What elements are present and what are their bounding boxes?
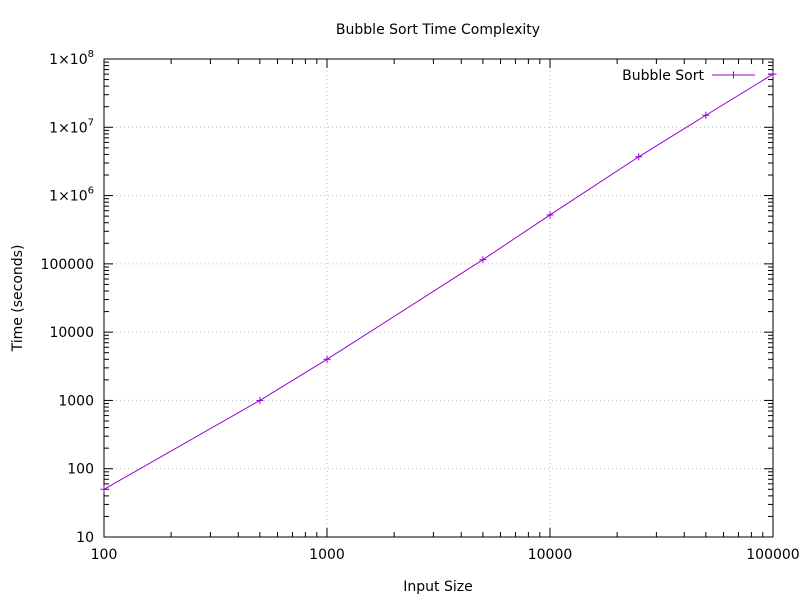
data-point xyxy=(635,153,643,161)
y-tick-label: 10000 xyxy=(49,325,94,341)
data-point xyxy=(256,396,264,404)
x-tick-label: 10000 xyxy=(528,547,573,563)
x-tick-label: 100 xyxy=(91,547,118,563)
chart-title: Bubble Sort Time Complexity xyxy=(336,22,540,38)
series-line xyxy=(103,73,774,490)
x-tick-label: 100000 xyxy=(746,547,799,563)
ticks-layer: 100 1000 10000 100000101001000100001000001×… xyxy=(41,49,800,563)
legend-label: Bubble Sort xyxy=(622,68,704,84)
y-tick-label: 1×106 xyxy=(49,186,94,205)
data-point xyxy=(479,256,487,264)
y-tick-label: 10 xyxy=(76,530,94,546)
data-point xyxy=(323,355,331,363)
y-tick-label: 1000 xyxy=(58,393,94,409)
data-point xyxy=(702,111,710,119)
series-layer xyxy=(100,70,777,493)
y-tick-exponent: 8 xyxy=(88,49,94,60)
plot-frame xyxy=(103,58,774,538)
x-axis-label: Input Size xyxy=(403,579,472,595)
legend: Bubble Sort xyxy=(622,68,755,84)
y-tick-label: 1×108 xyxy=(49,49,94,68)
grid-layer xyxy=(104,59,773,537)
data-point xyxy=(769,70,777,78)
x-tick-label: 1000 xyxy=(309,547,345,563)
y-tick-label: 100 xyxy=(67,462,94,478)
y-tick-label: 1×107 xyxy=(49,117,94,136)
y-axis-label: Time (seconds) xyxy=(10,245,26,353)
data-point xyxy=(546,211,554,219)
y-tick-exponent: 6 xyxy=(88,186,94,197)
y-tick-label: 100000 xyxy=(41,257,94,273)
data-point xyxy=(100,485,108,493)
y-tick-exponent: 7 xyxy=(88,117,94,128)
